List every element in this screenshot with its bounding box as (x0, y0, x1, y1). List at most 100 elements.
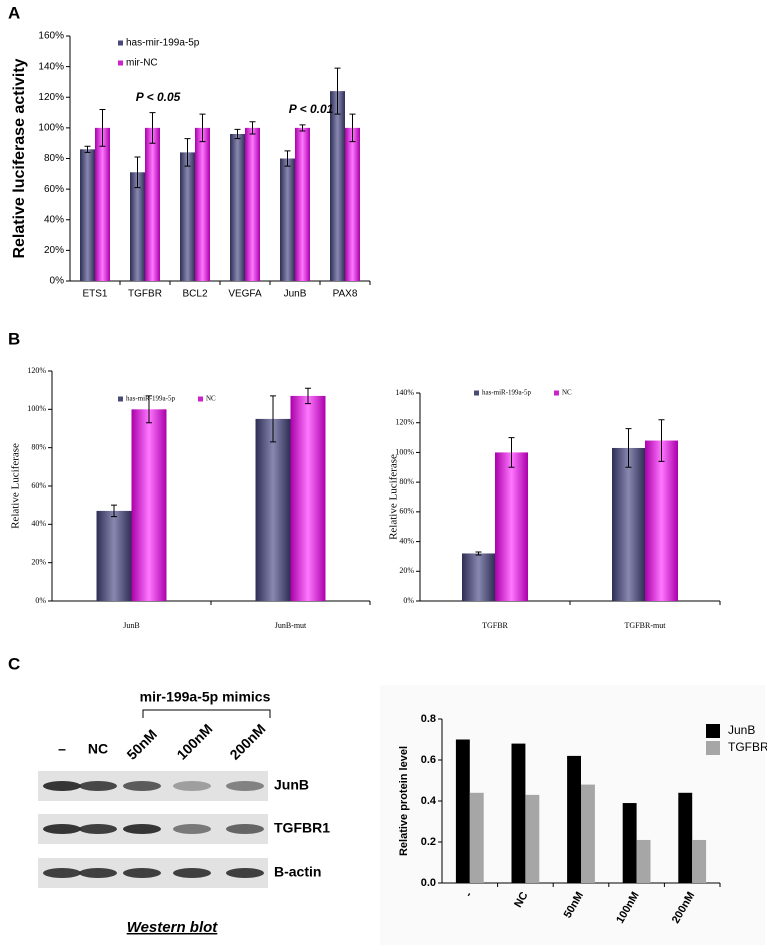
blot-band (123, 781, 161, 791)
bar (255, 418, 291, 601)
error-bar (334, 67, 341, 115)
y-tick-label: 140% (395, 388, 414, 397)
error-bar (349, 113, 356, 143)
blot-band (79, 824, 117, 834)
y-tick-label: 20% (399, 566, 414, 575)
lane-label: NC (88, 741, 108, 757)
bar (230, 134, 245, 281)
y-tick-label: 20% (31, 557, 46, 566)
bar (245, 127, 260, 281)
x-tick-label: JunB (123, 621, 139, 630)
legend-label: TGFBR1 (728, 740, 767, 754)
bar (295, 127, 310, 281)
legend-label: JunB (728, 723, 755, 737)
legend-label: has-mir-199a-5p (126, 38, 200, 49)
error-bar (625, 428, 632, 468)
y-tick-label: 0.0 (421, 877, 436, 889)
blot-band (79, 868, 117, 878)
error-bar (234, 128, 241, 140)
y-axis-label: Relative luciferase activity (11, 58, 28, 258)
error-bar (270, 395, 277, 443)
legend-swatch (118, 60, 123, 66)
bar (180, 152, 195, 281)
y-axis-label: Relative protein level (398, 746, 410, 856)
x-tick-label: JunB-mut (275, 621, 307, 630)
y-tick-label: 40% (44, 214, 64, 225)
bar (280, 158, 295, 281)
lane-label: 50nM (123, 726, 160, 763)
legend-swatch (118, 40, 123, 46)
blot-band (79, 781, 117, 791)
y-axis-label: Relative Luciferase (10, 443, 22, 529)
blot-band (43, 868, 81, 878)
lane-label: 100nM (173, 721, 215, 763)
bar (95, 127, 110, 281)
y-tick-label: 100% (27, 404, 46, 413)
error-bar (184, 138, 191, 167)
bracket (142, 709, 271, 718)
legend-swatch (706, 741, 720, 755)
error-bar (508, 437, 515, 468)
y-tick-label: 100% (38, 123, 64, 134)
error-bar (149, 112, 156, 144)
x-tick-label: PAX8 (333, 289, 358, 300)
blot-band (226, 824, 264, 834)
blot-row-label: B-actin (274, 864, 321, 880)
blot-band (226, 868, 264, 878)
bar (290, 395, 326, 601)
y-tick-label: 60% (31, 481, 46, 490)
y-tick-label: 0% (50, 276, 65, 287)
x-tick-label: TGFBR (128, 289, 162, 300)
error-bar (134, 156, 141, 189)
legend-label: NC (206, 395, 216, 403)
blot-row-label: JunB (274, 777, 309, 793)
bar (455, 739, 470, 883)
legend-swatch (554, 390, 559, 396)
blot-caption: Western blot (127, 919, 219, 936)
bar (511, 743, 526, 883)
bar (567, 755, 581, 883)
error-bar (99, 109, 106, 147)
bar (636, 839, 651, 883)
y-tick-label: 160% (38, 31, 64, 42)
bar (145, 127, 160, 281)
x-tick-label: TGFBR (482, 621, 508, 630)
legend-swatch (706, 724, 720, 738)
mimics-label: mir-199a-5p mimics (140, 689, 271, 705)
bar (495, 452, 528, 601)
bar (612, 447, 645, 601)
error-bar (145, 395, 152, 424)
y-axis-label: Relative Luciferase (388, 454, 400, 540)
y-tick-label: 80% (44, 153, 64, 164)
bar (692, 839, 707, 883)
y-tick-label: 0.4 (421, 795, 437, 807)
blot-band (43, 824, 81, 834)
x-tick-label: TGFBR-mut (625, 621, 667, 630)
error-bar (84, 145, 91, 153)
bar (678, 792, 693, 883)
x-tick-label: - (463, 890, 475, 899)
x-tick-label: ETS1 (82, 289, 107, 300)
y-tick-label: 60% (44, 184, 64, 195)
bar (581, 784, 595, 883)
error-bar (111, 504, 118, 518)
blot-band (173, 868, 211, 878)
bar (469, 792, 484, 883)
legend-label: NC (562, 389, 572, 397)
y-tick-label: 120% (395, 418, 414, 427)
y-tick-label: 20% (44, 245, 64, 256)
y-tick-label: 40% (399, 536, 414, 545)
bar (131, 409, 167, 601)
y-tick-label: 140% (38, 61, 64, 72)
bar (195, 127, 210, 281)
bar (80, 149, 95, 281)
legend-swatch (118, 396, 123, 402)
blot-band (43, 781, 81, 791)
y-tick-label: 0.8 (421, 713, 436, 725)
panel-label: A (8, 3, 20, 22)
annotation: P < 0.05 (136, 90, 181, 104)
lane-label: 200nM (226, 721, 268, 763)
y-tick-label: 0% (403, 596, 414, 605)
error-bar (284, 150, 291, 167)
y-tick-label: 40% (31, 519, 46, 528)
